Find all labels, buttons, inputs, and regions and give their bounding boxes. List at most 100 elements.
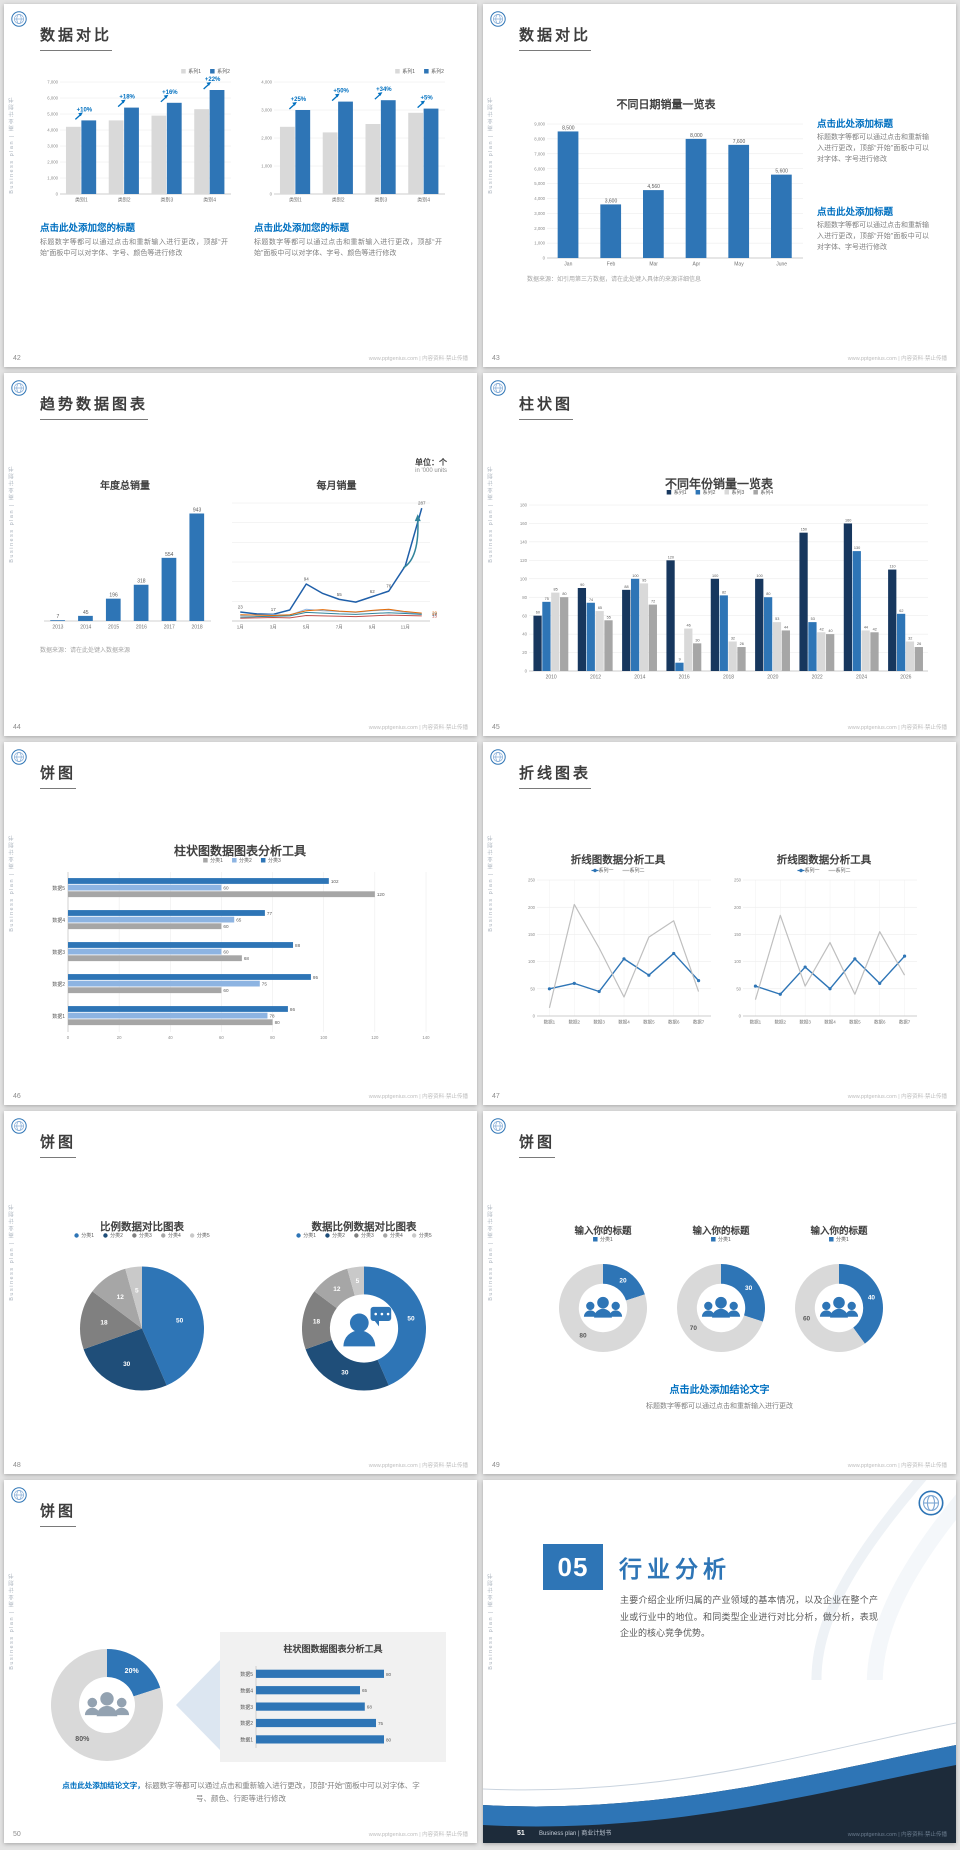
svg-text:80: 80	[270, 1035, 275, 1040]
sales-bar-chart: 0 1,000 2,000 3,000 4,000 5,000 6,000 7,000 8,00…	[521, 108, 806, 270]
svg-text:0: 0	[533, 1014, 536, 1019]
svg-text:系列二: 系列二	[630, 867, 645, 874]
svg-text:2015: 2015	[108, 625, 119, 631]
slide-45[interactable]: Business plan | 商业计划书 柱状图 不同年份销量一览表 0 20 4…	[483, 373, 956, 736]
slide-51[interactable]: Business plan | 商业计划书 05 行业分析 主要介绍企业所归属的…	[483, 1480, 956, 1843]
sidebar-vertical-text: Business plan | 商业计划书	[9, 465, 15, 563]
svg-text:7,000: 7,000	[534, 151, 545, 156]
block-heading: 点击此处添加标题	[817, 119, 894, 130]
sidebar-vertical-text: Business plan | 商业计划书	[488, 1203, 494, 1301]
svg-text:80: 80	[562, 592, 566, 596]
svg-text:1,000: 1,000	[534, 241, 545, 246]
section-number: 05	[543, 1544, 603, 1590]
svg-text:32: 32	[908, 636, 912, 640]
svg-text:68: 68	[367, 1705, 373, 1710]
block-body: 标题数字等都可以通过点击和重新输入进行更改，顶部“开始”面板中可以对字体、字号进…	[817, 134, 929, 164]
svg-text:系列2: 系列2	[703, 489, 716, 496]
slide-50[interactable]: Business plan | 商业计划书 饼图 20% 80% 柱状图数据图表分…	[4, 1480, 477, 1843]
svg-text:12: 12	[333, 1286, 341, 1293]
chart-title: 柱状图数据图表分析工具	[173, 844, 306, 858]
line-chart-left: 0 50 100 150 200 250 数据1 数据2 数据3 数据4 数据5 数据6 数据7 系列一 系…	[519, 866, 717, 1028]
svg-text:50: 50	[736, 986, 741, 991]
svg-text:June: June	[776, 262, 787, 268]
svg-text:287: 287	[418, 501, 426, 506]
chart-title: 年度总销量	[100, 481, 150, 492]
svg-text:17: 17	[271, 607, 277, 612]
svg-text:20: 20	[522, 650, 527, 655]
svg-text:6,000: 6,000	[534, 166, 545, 171]
svg-text:8,500: 8,500	[562, 125, 575, 131]
footer-url: www.pptgenius.com | 内容资料·禁止传播	[847, 1094, 947, 1100]
svg-text:68: 68	[244, 956, 250, 961]
svg-text:2024: 2024	[856, 675, 867, 681]
slide-49[interactable]: Business plan | 商业计划书 饼图 输入你的标题 分类1 20 80 …	[483, 1111, 956, 1474]
sidebar-vertical-text: Business plan | 商业计划书	[488, 465, 494, 563]
slide-44[interactable]: Business plan | 商业计划书 趋势数据图表 单位：个 in '00…	[4, 373, 477, 736]
svg-text:1月: 1月	[237, 625, 244, 631]
svg-text:85: 85	[553, 588, 557, 592]
svg-text:Feb: Feb	[607, 262, 616, 268]
svg-text:数据1: 数据1	[52, 1013, 65, 1020]
svg-text:18: 18	[432, 611, 438, 616]
svg-text:18: 18	[313, 1318, 321, 1325]
svg-text:45: 45	[83, 610, 89, 616]
svg-text:数据3: 数据3	[240, 1704, 253, 1711]
svg-text:94: 94	[304, 577, 310, 582]
svg-text:110: 110	[890, 565, 896, 569]
chart-title: 折线图数据分析工具	[776, 854, 872, 866]
svg-text:4,000: 4,000	[534, 196, 545, 201]
svg-text:系列一: 系列一	[805, 867, 820, 874]
svg-text:75: 75	[545, 597, 549, 601]
svg-text:60: 60	[522, 613, 527, 618]
footer-url: www.pptgenius.com | 内容资料·禁止传播	[847, 356, 947, 362]
slide-46[interactable]: Business plan | 商业计划书 饼图 柱状图数据图表分析工具 0 20…	[4, 742, 477, 1105]
grouped-bar-chart-left: 0 1,000 2,000 3,000 4,000 5,000 6,000 7,000 类别1 +…	[34, 66, 234, 206]
svg-text:0: 0	[543, 256, 546, 261]
svg-text:2014: 2014	[80, 625, 91, 631]
svg-text:120: 120	[668, 555, 674, 559]
svg-text:数据3: 数据3	[799, 1019, 811, 1026]
page-number: 42	[13, 355, 21, 362]
svg-text:类别1: 类别1	[75, 197, 88, 204]
slide-48[interactable]: Business plan | 商业计划书 饼图 比例数据对比图表 分类1 分类2…	[4, 1111, 477, 1474]
svg-text:2010: 2010	[546, 675, 557, 681]
svg-text:9,000: 9,000	[534, 122, 545, 127]
footer-url: www.pptgenius.com | 内容资料·禁止传播	[368, 1463, 468, 1469]
footer-url: www.pptgenius.com | 内容资料·禁止传播	[847, 725, 947, 731]
slide-title: 趋势数据图表	[40, 393, 149, 420]
svg-text:78: 78	[269, 1014, 275, 1019]
slide-43[interactable]: Business plan | 商业计划书 数据对比 不同日期销量一览表 0 1,…	[483, 4, 956, 367]
svg-text:+10%: +10%	[77, 107, 93, 113]
svg-text:13: 13	[432, 613, 438, 618]
slide-42[interactable]: Business plan | 商业计划书 数据对比 0 1,000 2,000 3,…	[4, 4, 477, 367]
svg-text:130: 130	[854, 546, 860, 550]
svg-text:40: 40	[868, 1294, 876, 1301]
svg-text:2,000: 2,000	[534, 226, 545, 231]
page-number: 46	[13, 1093, 21, 1100]
svg-text:12: 12	[117, 1294, 125, 1301]
grouped-bar-chart-right: 0 1,000 2,000 3,000 4,000 类别1 +25% 类别2 +50% 类别3 +3…	[248, 66, 448, 206]
svg-text:+34%: +34%	[376, 87, 392, 93]
svg-text:分类3: 分类3	[268, 857, 281, 864]
svg-text:3,000: 3,000	[47, 144, 58, 149]
svg-text:系列2: 系列2	[431, 68, 444, 75]
svg-text:9月: 9月	[369, 625, 376, 631]
svg-text:分类1: 分类1	[210, 857, 223, 864]
donut-chart: 分类1 分类2 分类3 分类4 分类5 50 30 18 12 5	[266, 1231, 462, 1416]
panel-title: 柱状图数据图表分析工具	[283, 1644, 383, 1654]
svg-text:9: 9	[679, 658, 681, 662]
svg-text:系列1: 系列1	[402, 68, 415, 75]
svg-text:75: 75	[262, 982, 268, 987]
svg-text:120: 120	[520, 558, 528, 563]
svg-text:2016: 2016	[679, 675, 690, 681]
slide-title: 数据对比	[40, 24, 113, 51]
data-source-note: 数据来源：如引用第三方数据，请在此处键入具体的来源详细信息	[527, 277, 702, 283]
svg-text:4,000: 4,000	[47, 128, 58, 133]
svg-text:30: 30	[341, 1370, 349, 1377]
svg-text:系列3: 系列3	[732, 489, 745, 496]
svg-text:42: 42	[873, 627, 877, 631]
svg-text:140: 140	[520, 539, 528, 544]
slide-47[interactable]: Business plan | 商业计划书 折线图表 折线图数据分析工具 0 50…	[483, 742, 956, 1105]
sidebar-vertical-text: Business plan | 商业计划书	[488, 834, 494, 932]
donut-chart-2: 分类1 30 70	[651, 1235, 791, 1371]
